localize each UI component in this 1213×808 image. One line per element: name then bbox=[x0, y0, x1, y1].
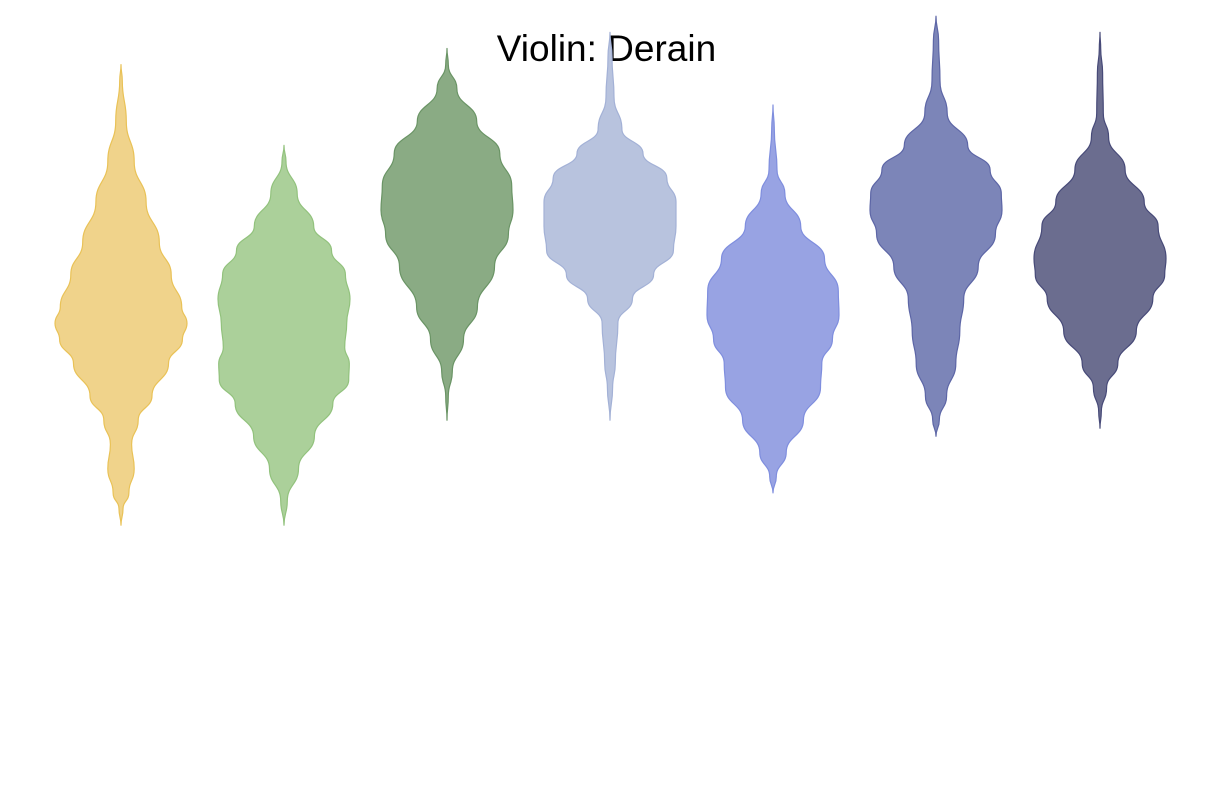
violin-3 bbox=[380, 47, 514, 421]
violin-1 bbox=[54, 63, 188, 526]
chart-title: Violin: Derain bbox=[496, 28, 717, 69]
violin-5 bbox=[706, 104, 840, 494]
violin-6 bbox=[869, 15, 1003, 437]
violin-4 bbox=[543, 31, 677, 421]
violin-7 bbox=[1033, 31, 1167, 429]
violin-2 bbox=[217, 144, 351, 526]
violin-group bbox=[54, 15, 1167, 526]
